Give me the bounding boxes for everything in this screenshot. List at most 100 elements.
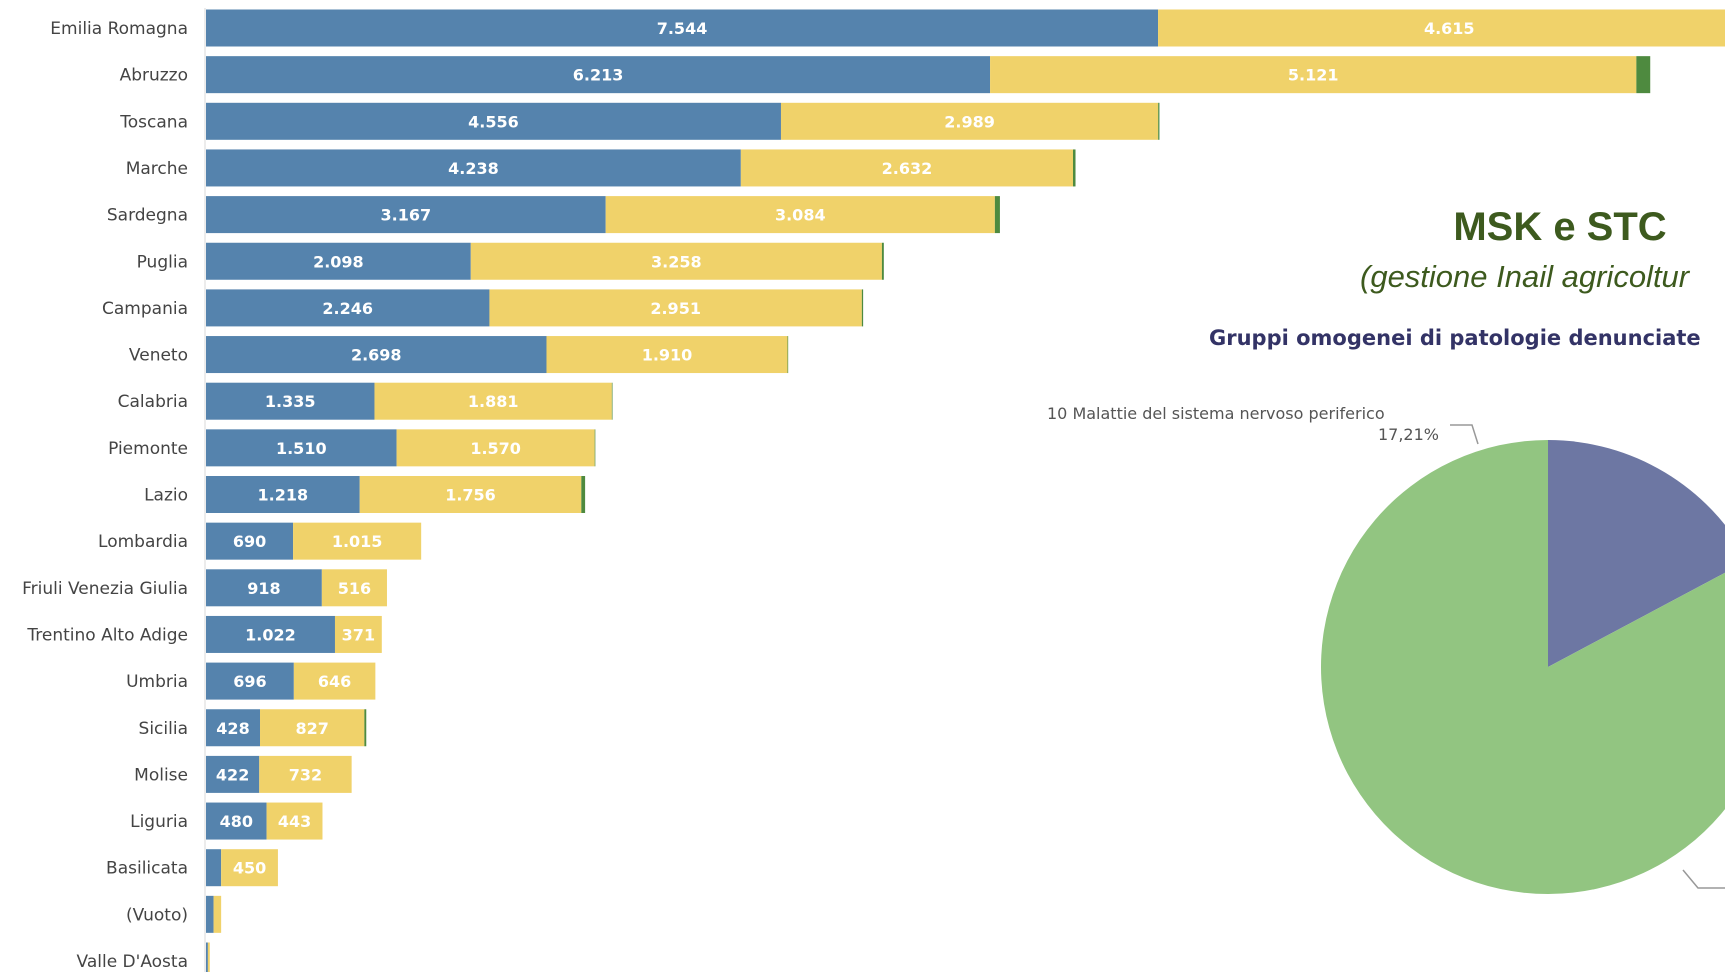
bar-segment-s2 bbox=[994, 196, 1000, 234]
bar-value-label: 428 bbox=[216, 719, 249, 738]
bar-value-label: 3.258 bbox=[651, 252, 702, 271]
bar-value-label: 4.238 bbox=[448, 159, 499, 178]
bar-value-label: 5.121 bbox=[1288, 66, 1339, 85]
bar-segment-s0 bbox=[206, 336, 547, 374]
bar-segment-s0 bbox=[206, 615, 335, 653]
bar-value-label: 4.556 bbox=[468, 112, 519, 131]
bar-segment-s0 bbox=[206, 56, 991, 94]
bar-value-label: 1.570 bbox=[470, 439, 521, 458]
bar-value-label: 696 bbox=[233, 672, 266, 691]
category-label: Emilia Romagna bbox=[50, 19, 188, 39]
category-label: Basilicata bbox=[106, 859, 188, 879]
bar-value-label: 690 bbox=[233, 532, 266, 551]
bar-value-label: 3.167 bbox=[381, 206, 432, 225]
bar-segment-s1 bbox=[293, 662, 376, 700]
bar-value-label: 2.951 bbox=[650, 299, 701, 318]
bar-value-label: 3.084 bbox=[775, 206, 826, 225]
bar-segment-s1 bbox=[260, 709, 365, 747]
bar-value-label: 827 bbox=[295, 719, 328, 738]
bar-segment-s0 bbox=[206, 382, 375, 420]
bar-segment-s0 bbox=[206, 755, 260, 793]
bar-segment-s0 bbox=[206, 662, 294, 700]
bar-segment-s1 bbox=[740, 149, 1073, 187]
bar-segment-s0 bbox=[206, 196, 606, 234]
bar-segment-s0 bbox=[206, 9, 1159, 47]
bar-segment-s2 bbox=[1072, 149, 1076, 187]
category-label: Friuli Venezia Giulia bbox=[22, 579, 188, 599]
bar-segment-s2 bbox=[581, 476, 586, 513]
bar-segment-s0 bbox=[206, 802, 267, 840]
pie-chart-title: Gruppi omogenei di patologie denunciate bbox=[1209, 326, 1701, 350]
slide-title: MSK e STC bbox=[1453, 205, 1666, 249]
category-label: Molise bbox=[134, 765, 188, 785]
bar-value-label: 2.098 bbox=[313, 252, 364, 271]
bar-value-label: 4.615 bbox=[1424, 19, 1475, 38]
bar-segment-s2 bbox=[861, 289, 864, 327]
bar-value-label: 443 bbox=[278, 812, 311, 831]
pie-slice bbox=[1548, 440, 1725, 667]
bar-value-label: 1.510 bbox=[276, 439, 327, 458]
category-label: Puglia bbox=[137, 252, 188, 272]
bar-segment-s1 bbox=[489, 289, 862, 327]
bar-segment-s2 bbox=[1158, 102, 1160, 140]
category-label: Umbria bbox=[126, 672, 188, 692]
category-label: (Vuoto) bbox=[126, 905, 188, 925]
bar-value-label: 1.015 bbox=[332, 532, 383, 551]
bar-segment-s1 bbox=[293, 522, 422, 560]
pie-leader-line-2 bbox=[1682, 869, 1725, 889]
stacked-bar-chart: Emilia Romagna 7.544 4.615 Abruzzo 6.213 5.12… bbox=[22, 9, 1725, 972]
bar-segment-s0 bbox=[206, 942, 208, 972]
category-label: Marche bbox=[126, 159, 188, 179]
pie-slice-label-value: 17,21% bbox=[1378, 425, 1439, 444]
bar-value-label: 1.022 bbox=[245, 625, 296, 644]
category-label: Lombardia bbox=[98, 532, 188, 552]
bar-segment-s1 bbox=[780, 102, 1159, 140]
bar-segment-s1 bbox=[1158, 9, 1725, 47]
bar-value-label: 2.632 bbox=[882, 159, 933, 178]
bar-value-label: 918 bbox=[247, 579, 280, 598]
bar-value-label: 371 bbox=[342, 625, 375, 644]
pie-leader-line bbox=[1450, 424, 1479, 445]
bar-segment-s0 bbox=[206, 149, 741, 187]
bar-segment-s0 bbox=[206, 476, 360, 513]
bar-segment-s1 bbox=[605, 196, 995, 234]
slide-subtitle: (gestione Inail agricoltur bbox=[1360, 259, 1691, 294]
bar-segment-s2 bbox=[594, 429, 596, 467]
bar-segment-s1 bbox=[221, 849, 278, 887]
bar-segment-s1 bbox=[207, 942, 210, 972]
category-label: Liguria bbox=[130, 812, 188, 832]
bar-segment-s0 bbox=[206, 242, 471, 280]
bar-value-label: 7.544 bbox=[657, 19, 708, 38]
category-label: Sardegna bbox=[107, 206, 188, 226]
category-label: Trentino Alto Adige bbox=[26, 625, 188, 645]
category-label: Lazio bbox=[144, 486, 188, 506]
bar-segment-s1 bbox=[321, 569, 387, 607]
bar-segment-s1 bbox=[470, 242, 882, 280]
bar-value-label: 1.756 bbox=[445, 486, 496, 505]
bar-value-label: 732 bbox=[289, 765, 322, 784]
bar-segment-s1 bbox=[359, 476, 582, 513]
bar-segment-s1 bbox=[396, 429, 595, 467]
bar-segment-s0 bbox=[206, 895, 214, 933]
bar-segment-s2 bbox=[881, 242, 884, 280]
pie-chart: Gruppi omogenei di patologie denunciate … bbox=[1047, 326, 1725, 894]
bar-value-label: 422 bbox=[216, 765, 249, 784]
bar-segment-s0 bbox=[206, 569, 322, 607]
bar-segment-s2 bbox=[611, 382, 613, 420]
bar-value-label: 2.698 bbox=[351, 346, 402, 365]
bar-segment-s1 bbox=[374, 382, 612, 420]
bar-value-label: 450 bbox=[233, 859, 266, 878]
bar-value-label: 1.910 bbox=[642, 346, 693, 365]
bar-segment-s1 bbox=[990, 56, 1637, 94]
bar-segment-s0 bbox=[206, 522, 294, 560]
bar-segment-s0 bbox=[206, 709, 261, 747]
bar-segment-s1 bbox=[259, 755, 352, 793]
bar-segment-s1 bbox=[334, 615, 382, 653]
bar-value-label: 6.213 bbox=[573, 66, 624, 85]
bar-segment-s1 bbox=[213, 895, 222, 933]
category-label: Valle D'Aosta bbox=[77, 952, 188, 972]
bar-value-label: 646 bbox=[318, 672, 351, 691]
bar-segment-s0 bbox=[206, 289, 490, 327]
pie-slice bbox=[1321, 440, 1725, 894]
